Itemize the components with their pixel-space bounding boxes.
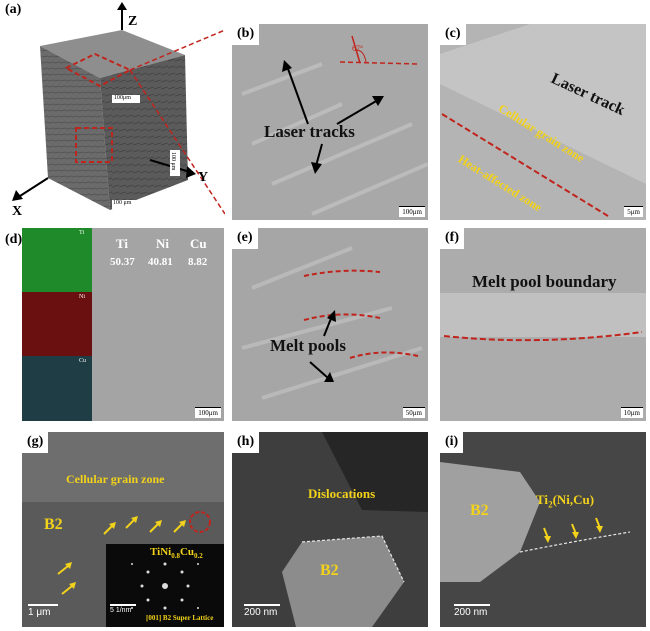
scale-bar: 50μm (402, 407, 425, 418)
panel-label: (b) (232, 24, 260, 45)
cu-map-label: Cu (79, 358, 87, 364)
scale-bottom: 100 μm (113, 200, 132, 206)
scale-bar: 1 μm (28, 604, 58, 618)
ni-map (22, 292, 92, 356)
ti-map (22, 228, 92, 292)
panel-label: (f) (440, 228, 464, 249)
axis-x-label: X (12, 204, 23, 219)
b2-label: B2 (320, 562, 339, 579)
tem-texture (282, 432, 428, 627)
value-ni: 40.81 (148, 256, 173, 268)
value-ti: 50.37 (110, 256, 135, 268)
value-cu: 8.82 (188, 256, 208, 268)
scale-bar: 100μm (399, 206, 425, 217)
tem-texture (440, 462, 631, 582)
cu-map (22, 356, 92, 421)
scale-side: 100 μm (170, 152, 176, 171)
tem-texture (22, 432, 224, 627)
b2-label: B2 (44, 516, 63, 533)
b2-label: B2 (470, 502, 489, 519)
melt-pool-texture (241, 246, 423, 400)
axis-y-label: Y (198, 170, 209, 185)
cellular-texture (440, 24, 646, 217)
laser-tracks-label: Laser tracks (264, 122, 355, 141)
cube-diagram (12, 2, 225, 215)
panel-label: (h) (232, 432, 260, 453)
melt-pools-label: Melt pools (270, 336, 347, 355)
axis-z-label: Z (128, 14, 138, 29)
panel-label: (c) (440, 24, 466, 45)
inset-caption: [001] B2 Super Lattice (146, 614, 214, 622)
cellular-grain-zone-label: Cellular grain zone (66, 472, 165, 486)
panel-e: (e) Melt pools 50μm (232, 228, 428, 421)
panel-a: (a) Z Y X 100μm 100 μm 100 μm (0, 0, 225, 220)
scale-bar: 200 nm (454, 604, 490, 618)
panel-label: (a) (5, 2, 22, 17)
scale-bar: 5μm (624, 206, 643, 217)
element-cu: Cu (190, 236, 207, 251)
ni-map-label: Ni (79, 294, 85, 300)
laser-track-texture (241, 35, 428, 216)
panel-d-label: (d) (5, 232, 23, 247)
panel-f: (f) Melt pool boundary 10μm (440, 228, 646, 421)
panel-g: (g) Cellular grain zone B2 TiNi0.8Cu0.2 … (22, 432, 224, 627)
panel-b: (b) 67° Laser tracks 100μm (232, 24, 428, 220)
melt-boundary-texture (440, 293, 646, 342)
panel-h: (h) Dislocations B2 200 nm (232, 432, 428, 627)
dislocations-label: Dislocations (308, 486, 376, 501)
panel-i: (i) B2 Ti2(Ni,Cu) 200 nm (440, 432, 646, 627)
panel-label: (i) (440, 432, 464, 453)
panel-c: (c) Laser track Cellular grain zone Heat… (440, 24, 646, 220)
scale-bar: 200 nm (244, 604, 280, 618)
element-ti: Ti (116, 236, 129, 251)
ti-map-label: Ti (79, 230, 85, 236)
panel-d: Ti Ni Cu Ti Ni Cu 50.37 40.81 8.82 100μm (22, 228, 224, 421)
angle-label: 67° (352, 44, 364, 53)
inset-formula: TiNi0.8Cu0.2 (150, 546, 203, 561)
melt-pool-boundary-label: Melt pool boundary (472, 272, 617, 291)
ti2-ni-cu-label: Ti2(Ni,Cu) (536, 492, 595, 510)
element-ni: Ni (156, 236, 169, 251)
scale-top: 100μm (114, 95, 131, 101)
panel-label: (g) (22, 432, 49, 453)
inset-scale-bar: 5 1/nm (110, 604, 136, 614)
panel-label: (e) (232, 228, 258, 249)
scale-bar: 100μm (195, 407, 221, 418)
scale-bar: 10μm (620, 407, 643, 418)
